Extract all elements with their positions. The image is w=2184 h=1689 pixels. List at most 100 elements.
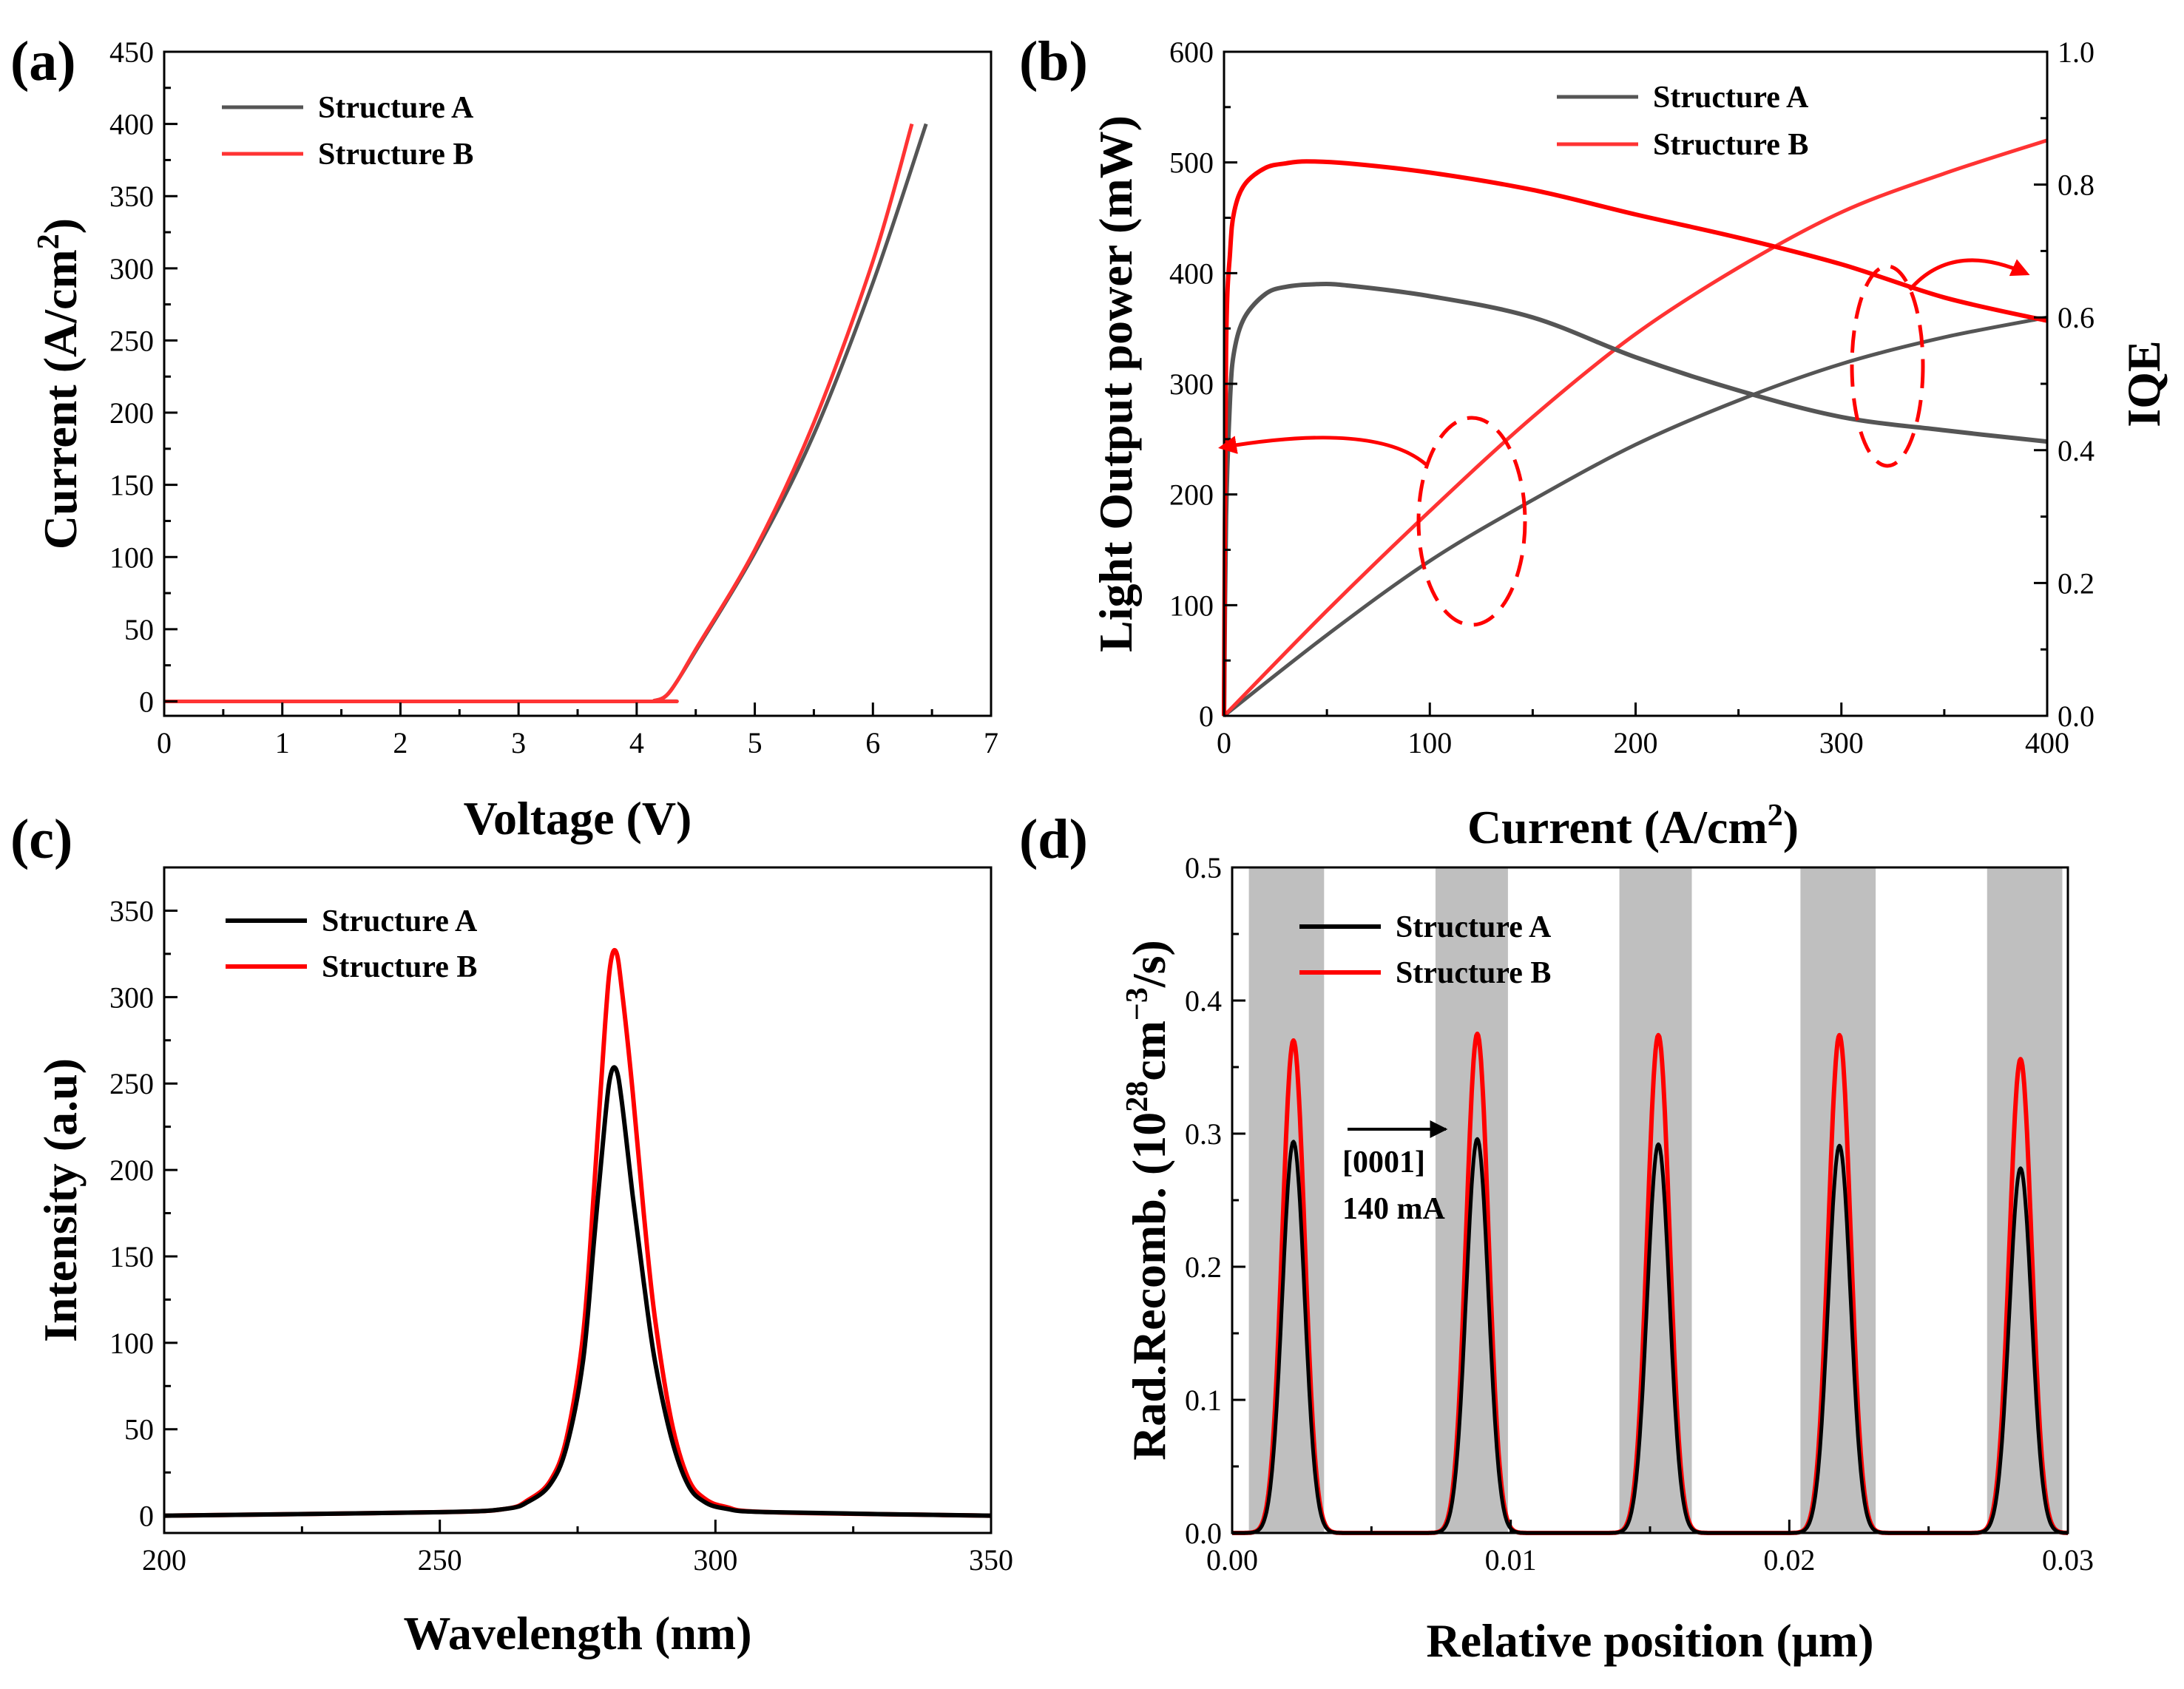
panel-d-y-tick-label: 0.0 (1185, 1517, 1222, 1550)
series-line-structure-b (163, 948, 992, 1518)
panel-b-y-tick-label: 300 (1169, 368, 1214, 401)
panel-d: 0.00 0.01 0.02 0.03 0.0 0.1 0.2 0.3 0.4 0.5 (d) R… (1019, 808, 2094, 1667)
panel-c-x-tick-label: 200 (142, 1543, 186, 1577)
panel-c-y-tick-label: 300 (109, 981, 154, 1014)
panel-d-x-tick-label: 0.01 (1485, 1543, 1537, 1577)
panel-d-label: (d) (1019, 808, 1088, 870)
panel-b-ticks: 0 100 200 300 400 0 100 200 300 400 500 600 0.0 0.2 0.… (1169, 35, 2095, 759)
series-line-iqe-a (1222, 282, 2048, 717)
series-line-structure-a (163, 123, 928, 704)
panel-b-plot-area (1222, 138, 2048, 717)
panel-c-y-tick-label: 0 (139, 1500, 154, 1533)
right-axis-indicator-ellipse (1850, 264, 1925, 468)
panel-a-y-tick-label: 50 (124, 613, 154, 646)
panel-a-x-tick-label: 2 (393, 726, 408, 759)
panel-a-x-tick-label: 5 (748, 726, 763, 759)
panel-d-y-tick-label: 0.3 (1185, 1117, 1222, 1151)
legend-label-structure-a: Structure A (1653, 81, 1809, 115)
panel-c-ticks: 200 250 300 350 0 50 100 150 200 250 300 350 (109, 894, 1013, 1577)
panel-b-ylabel: Light Output power (mW) (1089, 115, 1142, 652)
panel-d-plot-area (1231, 867, 2069, 1535)
panel-b-right-y-tick-label: 0.4 (2058, 434, 2095, 467)
series-line-structure-a (1223, 315, 2048, 717)
legend-label-structure-b: Structure B (318, 138, 473, 172)
left-axis-arrow (1218, 436, 1427, 466)
panel-a-x-tick-label: 0 (157, 726, 172, 759)
panel-a-x-tick-label: 1 (275, 726, 290, 759)
panel-b-right-y-tick-label: 1.0 (2058, 35, 2095, 69)
panel-b-label: (b) (1019, 30, 1088, 92)
panel-b-y-tick-label: 0 (1199, 700, 1214, 733)
panel-b-x-tick-label: 100 (1407, 726, 1452, 759)
panel-b-y-tick-label: 500 (1169, 146, 1214, 180)
panel-c-x-tick-label: 300 (693, 1543, 737, 1577)
series-line-structure-a (163, 1065, 992, 1518)
panel-c-x-tick-label: 350 (969, 1543, 1013, 1577)
panel-c-plot-area (163, 948, 992, 1518)
panel-c-xlabel: Wavelength (nm) (403, 1607, 751, 1659)
panel-b-right-y-tick-label: 0.2 (2058, 566, 2095, 600)
panel-a-plot-area (163, 123, 928, 704)
panel-c-label: (c) (10, 808, 72, 870)
panel-c-y-tick-label: 150 (109, 1240, 154, 1273)
series-line-iqe-b (1222, 159, 2048, 717)
panel-a-y-tick-label: 250 (109, 324, 154, 357)
panel-d-y-tick-label: 0.4 (1185, 984, 1222, 1018)
panel-c-ylabel: Intensity (a.u) (34, 1058, 87, 1342)
panel-a-frame (163, 50, 993, 717)
legend-label-structure-b: Structure B (1396, 956, 1551, 990)
panel-d-ticks: 0.00 0.01 0.02 0.03 0.0 0.1 0.2 0.3 0.4 0.5 (1185, 851, 2094, 1577)
panel-c-y-tick-label: 350 (109, 894, 154, 927)
panel-c-legend: Structure A Structure B (226, 904, 478, 984)
left-axis-indicator-ellipse (1416, 416, 1527, 627)
panel-b-y-tick-label: 200 (1169, 478, 1214, 512)
panel-c-x-tick-label: 250 (418, 1543, 462, 1577)
right-axis-arrow (1908, 258, 2030, 291)
annotation-current: 140 mA (1342, 1192, 1445, 1226)
panel-d-y-tick-label: 0.1 (1185, 1384, 1222, 1417)
panel-c-y-tick-label: 250 (109, 1067, 154, 1100)
panel-a-label: (a) (10, 30, 76, 92)
quantum-well-band (1619, 867, 1692, 1533)
panel-b-x-tick-label: 300 (1819, 726, 1864, 759)
panel-a-y-tick-label: 200 (109, 396, 154, 430)
series-line-structure-b (1223, 138, 2048, 717)
panel-d-ylabel: Rad.Recomb. (1028cm−3/s) (1120, 940, 1175, 1460)
panel-b-xlabel: Current (A/cm2) (1467, 799, 1799, 853)
panel-b-right-y-tick-label: 0.6 (2058, 301, 2095, 334)
panel-c-y-tick-label: 50 (124, 1413, 154, 1446)
panel-a-x-tick-label: 4 (629, 726, 644, 759)
panel-b-y2label: IQE (2117, 340, 2170, 427)
panel-a-x-tick-label: 3 (511, 726, 526, 759)
panel-a-x-tick-label: 7 (984, 726, 998, 759)
panel-c: 200 250 300 350 0 50 100 150 200 250 300 350 (c) Wa… (10, 808, 1013, 1659)
annotation-direction: [0001] (1342, 1145, 1425, 1179)
legend-label-structure-a: Structure A (1396, 910, 1552, 944)
series-line-structure-b (163, 123, 914, 704)
panel-a-y-tick-label: 450 (109, 35, 154, 69)
panel-a-legend: Structure A Structure B (222, 91, 474, 172)
panel-a-ylabel: Current (A/cm2) (32, 218, 87, 549)
panel-d-x-tick-label: 0.02 (1763, 1543, 1815, 1577)
panel-a-y-tick-label: 300 (109, 252, 154, 285)
panel-b-right-y-tick-label: 0.0 (2058, 700, 2095, 733)
panel-a-x-tick-label: 6 (865, 726, 880, 759)
panel-a-y-tick-label: 100 (109, 541, 154, 574)
legend-label-structure-b: Structure B (322, 950, 477, 984)
panel-b-right-y-tick-label: 0.8 (2058, 169, 2095, 202)
panel-b: 0 100 200 300 400 0 100 200 300 400 500 600 0.0 0.2 0.… (1019, 30, 2170, 853)
panel-a-y-tick-label: 150 (109, 469, 154, 502)
quantum-well-band (1800, 867, 1876, 1533)
panel-a-y-tick-label: 400 (109, 108, 154, 141)
legend-label-structure-a: Structure A (318, 91, 474, 125)
panel-d-y-tick-label: 0.5 (1185, 851, 1222, 884)
legend-label-structure-a: Structure A (322, 904, 478, 938)
panel-b-y-tick-label: 600 (1169, 35, 1214, 69)
panel-b-x-tick-label: 200 (1614, 726, 1658, 759)
panel-d-xlabel: Relative position (μm) (1426, 1614, 1873, 1667)
panel-b-x-tick-label: 0 (1217, 726, 1231, 759)
panel-b-y-tick-label: 400 (1169, 257, 1214, 290)
panel-d-y-tick-label: 0.2 (1185, 1250, 1222, 1284)
